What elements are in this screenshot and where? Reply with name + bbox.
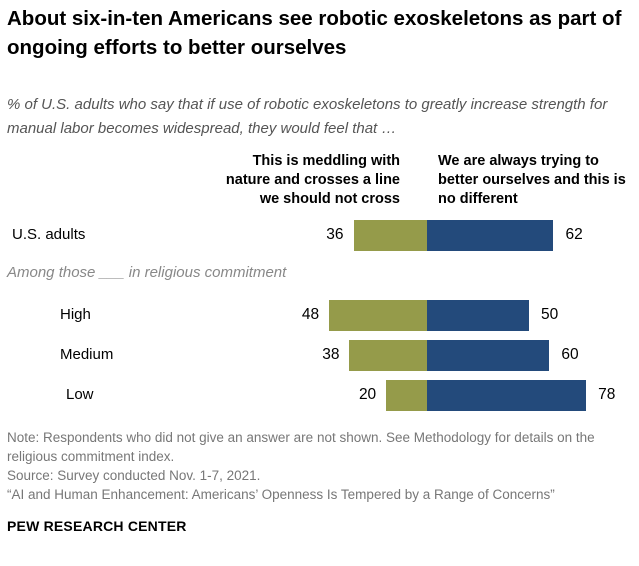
category-label: High [60, 306, 91, 323]
legend-meddling: This is meddling with nature and crosses… [225, 153, 400, 207]
bar-better-ourselves [427, 380, 587, 411]
bar-meddling [353, 220, 427, 251]
chart-subtitle: % of U.S. adults who say that if use of … [7, 96, 608, 137]
notes: Note: Respondents who did not give an an… [7, 428, 637, 504]
data-label-meddling: 38 [322, 346, 340, 363]
category-label: Medium [60, 346, 114, 363]
brand-logo: PEW RESEARCH CENTER [7, 518, 187, 534]
bar-meddling [329, 300, 427, 331]
bar-better-ourselves [427, 220, 554, 251]
bar-better-ourselves [427, 340, 550, 371]
bar-meddling [349, 340, 427, 371]
category-label: Low [66, 386, 94, 403]
source-text: Source: Survey conducted Nov. 1-7, 2021. [7, 468, 261, 483]
data-label-meddling: 36 [326, 226, 344, 243]
data-label-better-ourselves: 78 [598, 386, 616, 403]
group-label: Among those ___ in religious commitment [7, 264, 287, 281]
data-label-better-ourselves: 62 [565, 226, 583, 243]
data-label-meddling: 48 [301, 306, 320, 323]
data-label-better-ourselves: 50 [541, 306, 559, 323]
report-title: “AI and Human Enhancement: Americans’ Op… [7, 487, 555, 502]
bar-better-ourselves [427, 300, 529, 331]
note-text: Note: Respondents who did not give an an… [7, 430, 595, 464]
data-label-meddling: 20 [358, 386, 377, 403]
legend-better-ourselves: We are always trying to better ourselves… [438, 153, 626, 207]
category-label: U.S. adults [12, 226, 86, 243]
chart-title: About six-in-ten Americans see robotic e… [7, 7, 622, 59]
data-label-better-ourselves: 60 [561, 346, 579, 363]
bar-meddling [386, 380, 427, 411]
